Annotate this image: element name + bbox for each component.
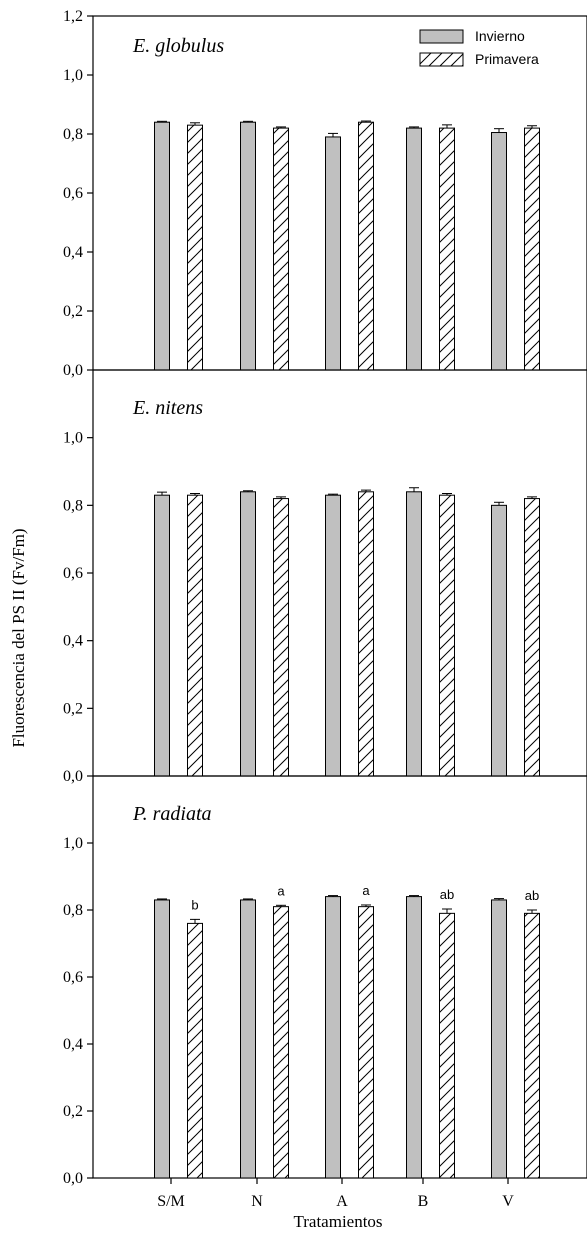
legend-label-primavera: Primavera <box>475 51 539 67</box>
bar-primavera <box>273 906 289 1179</box>
bar-primavera <box>439 127 455 371</box>
y-tick-label: 0,6 <box>63 969 83 986</box>
bar-primavera <box>524 912 540 1179</box>
y-tick-label: 1,2 <box>63 8 83 25</box>
bar-primavera <box>273 498 289 777</box>
legend-swatch-primavera <box>419 52 464 67</box>
y-tick-label: 0,8 <box>63 902 83 919</box>
x-tick-label: N <box>251 1193 263 1210</box>
bar-primavera <box>358 906 374 1179</box>
bar-primavera <box>358 121 374 371</box>
bar-invierno <box>325 136 341 371</box>
y-tick-label: 0,4 <box>63 633 83 650</box>
bar-invierno <box>154 121 170 371</box>
legend-label-invierno: Invierno <box>475 28 525 44</box>
y-tick-label: 0,4 <box>63 1036 83 1053</box>
bar-invierno <box>325 896 341 1179</box>
bar-invierno <box>154 494 170 777</box>
bar-invierno <box>240 491 256 777</box>
significance-label: a <box>277 883 285 898</box>
x-axis-title: Tratamientos <box>293 1212 382 1231</box>
y-tick-label: 0,2 <box>63 700 83 717</box>
x-tick-label: A <box>336 1193 348 1210</box>
y-tick-label: 0,4 <box>63 244 83 261</box>
significance-label: a <box>362 883 370 898</box>
bar-invierno <box>406 896 422 1179</box>
y-tick-label: 0,8 <box>63 497 83 514</box>
bar-primavera <box>187 494 203 777</box>
bar-invierno <box>491 899 507 1179</box>
y-tick-label: 1,0 <box>63 67 83 84</box>
bar-primavera <box>358 491 374 777</box>
panel-title: P. radiata <box>132 803 212 825</box>
bar-invierno <box>154 899 170 1179</box>
y-tick-label: 0,6 <box>63 565 83 582</box>
y-tick-label: 1,0 <box>63 835 83 852</box>
bar-primavera <box>187 124 203 371</box>
y-tick-label: 0,8 <box>63 126 83 143</box>
legend-swatch-invierno <box>419 29 464 44</box>
panel-title: E. globulus <box>132 35 224 57</box>
bar-primavera <box>187 922 203 1179</box>
bar-invierno <box>491 504 507 777</box>
bar-invierno <box>240 121 256 371</box>
x-tick-label: V <box>502 1193 514 1210</box>
y-tick-label: 0,6 <box>63 185 83 202</box>
y-tick-label: 0,0 <box>63 768 83 785</box>
bar-primavera <box>524 498 540 777</box>
bar-primavera <box>273 127 289 371</box>
y-axis-title: Fluorescencia del PS II (Fv/Fm) <box>9 528 28 747</box>
y-tick-label: 1,0 <box>63 430 83 447</box>
y-tick-label: 0,2 <box>63 303 83 320</box>
bar-invierno <box>325 494 341 777</box>
y-tick-label: 0,2 <box>63 1103 83 1120</box>
significance-label: ab <box>525 888 539 903</box>
bar-primavera <box>524 127 540 371</box>
significance-label: ab <box>440 887 454 902</box>
bar-invierno <box>406 127 422 371</box>
bar-primavera <box>439 912 455 1179</box>
bar-invierno <box>240 899 256 1179</box>
y-tick-label: 0,0 <box>63 1170 83 1187</box>
bar-invierno <box>491 132 507 371</box>
y-tick-label: 0,0 <box>63 362 83 379</box>
bar-primavera <box>439 494 455 777</box>
x-tick-label: B <box>418 1193 429 1210</box>
x-tick-label: S/M <box>157 1193 185 1210</box>
panel-title: E. nitens <box>132 397 203 419</box>
bar-invierno <box>406 491 422 777</box>
significance-label: b <box>191 897 198 912</box>
